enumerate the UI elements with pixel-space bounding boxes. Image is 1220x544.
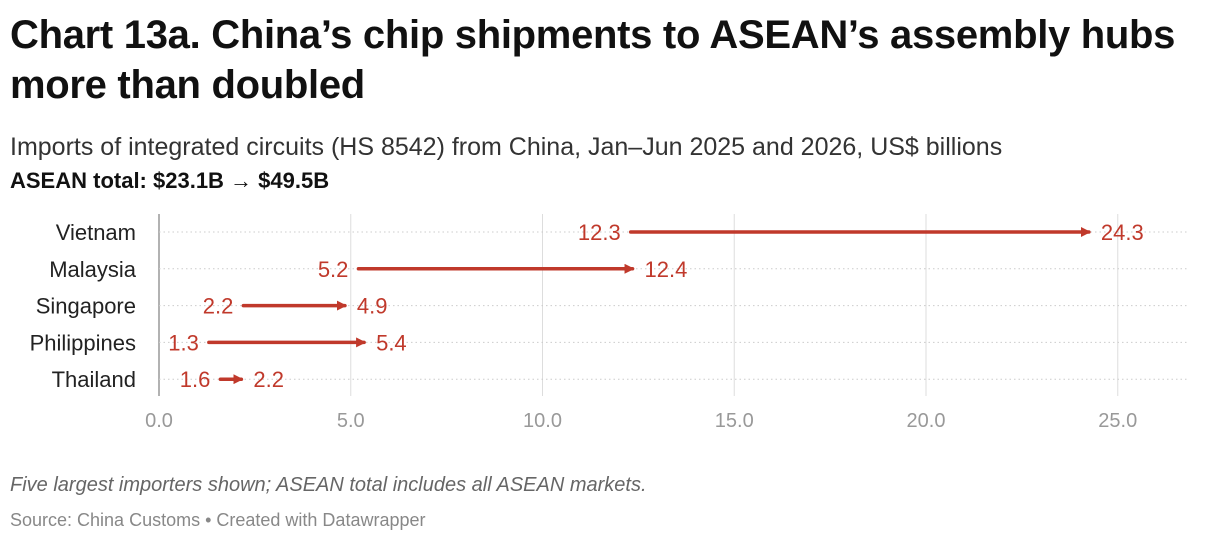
start-value-label: 2.2 <box>203 294 234 319</box>
end-value-label: 5.4 <box>376 330 407 355</box>
end-value-label: 12.4 <box>645 257 688 282</box>
asean-total-label: ASEAN total: $23.1B → $49.5B <box>10 168 330 193</box>
category-label: Philippines <box>30 330 136 355</box>
category-label: Vietnam <box>56 220 136 245</box>
category-label: Singapore <box>36 294 136 319</box>
chart-title: Chart 13a. China’s chip shipments to ASE… <box>10 13 1176 107</box>
x-tick-label: 5.0 <box>337 410 365 432</box>
x-tick-label: 20.0 <box>907 410 946 432</box>
end-value-label: 24.3 <box>1101 220 1144 245</box>
chart-source: Source: China Customs • Created with Dat… <box>10 510 426 530</box>
x-tick-label: 15.0 <box>715 410 754 432</box>
end-value-label: 2.2 <box>253 367 284 392</box>
end-value-label: 4.9 <box>357 294 388 319</box>
category-label: Thailand <box>52 367 136 392</box>
chart-subtitle: Imports of integrated circuits (HS 8542)… <box>10 133 1003 161</box>
start-value-label: 5.2 <box>318 257 349 282</box>
x-tick-label: 0.0 <box>145 410 173 432</box>
category-label: Malaysia <box>49 257 137 282</box>
start-value-label: 1.6 <box>180 367 211 392</box>
x-tick-label: 25.0 <box>1098 410 1137 432</box>
start-value-label: 12.3 <box>578 220 621 245</box>
x-tick-label: 10.0 <box>523 410 562 432</box>
start-value-label: 1.3 <box>168 330 199 355</box>
chart-note: Five largest importers shown; ASEAN tota… <box>10 474 647 496</box>
